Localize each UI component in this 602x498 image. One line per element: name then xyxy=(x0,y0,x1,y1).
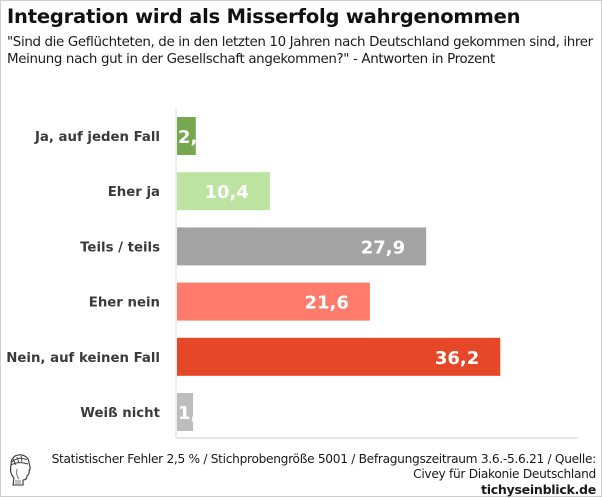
footer-source-line-2: Civey für Diakonie Deutschland xyxy=(413,467,596,481)
chart-title: Integration wird als Misserfolg wahrgeno… xyxy=(7,5,521,28)
footer-source-line: Statistischer Fehler 2,5 % / Stichproben… xyxy=(51,452,597,466)
value-label: 1,8 xyxy=(178,403,210,424)
category-label: Nein, auf keinen Fall xyxy=(6,351,160,366)
category-label: Weiß nicht xyxy=(80,406,160,421)
value-label: 2,1 xyxy=(178,127,210,148)
chart-footer: Statistischer Fehler 2,5 % / Stichproben… xyxy=(36,452,597,497)
value-label: 10,4 xyxy=(204,182,248,203)
category-label: Teils / teils xyxy=(80,240,160,255)
category-label: Eher ja xyxy=(108,185,160,200)
bar xyxy=(177,337,501,376)
value-label: 27,9 xyxy=(361,237,405,258)
bar xyxy=(177,117,196,155)
bar xyxy=(177,282,370,321)
classical-head-logo-icon xyxy=(10,454,31,486)
chart-subtitle: "Sind die Geflüchteten, de in den letzte… xyxy=(7,35,593,67)
bar xyxy=(177,393,194,431)
footer-brand: tichyseinblick.de xyxy=(480,482,596,497)
value-label: 36,2 xyxy=(435,348,479,369)
bar xyxy=(177,172,270,211)
value-label: 21,6 xyxy=(304,293,348,314)
bar xyxy=(177,227,427,266)
category-label: Eher nein xyxy=(89,296,160,311)
category-label: Ja, auf jeden Fall xyxy=(34,130,160,145)
